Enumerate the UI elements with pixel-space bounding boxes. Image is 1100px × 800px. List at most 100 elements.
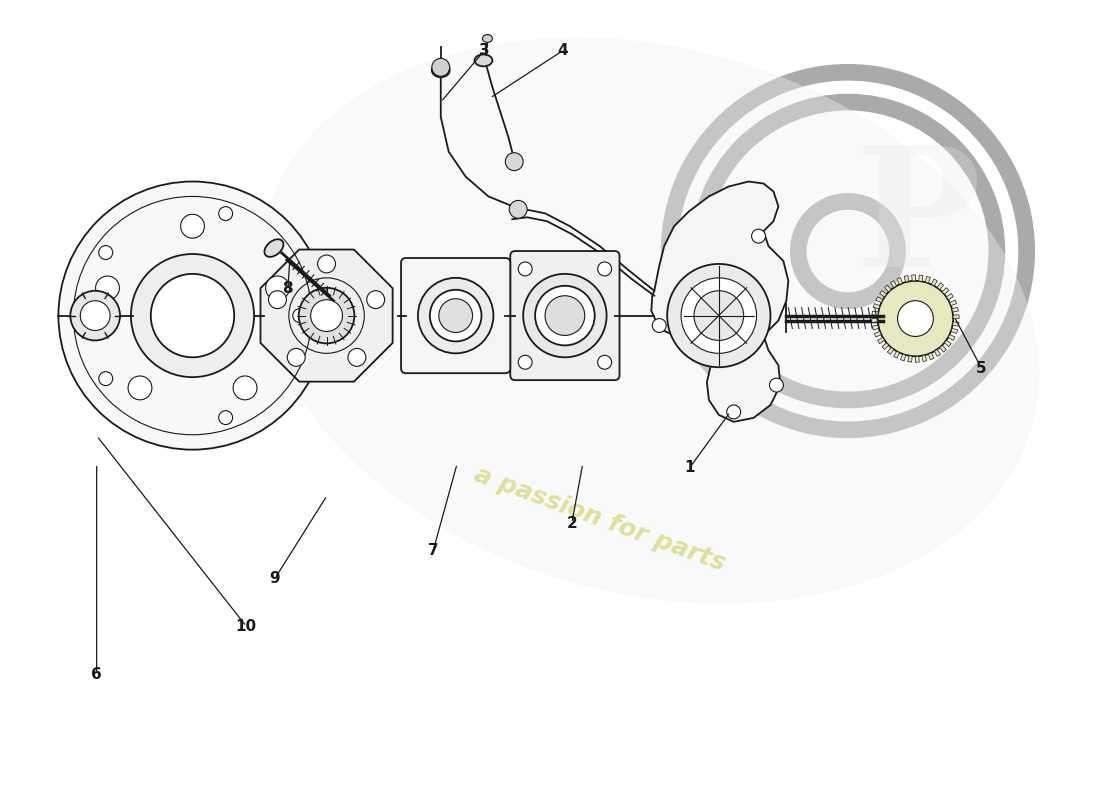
Polygon shape [884,285,891,292]
Polygon shape [942,288,949,294]
Circle shape [535,286,595,346]
Circle shape [770,378,783,392]
Circle shape [219,410,232,425]
Polygon shape [878,338,884,344]
Circle shape [318,255,336,273]
Ellipse shape [432,63,450,78]
Text: 10: 10 [235,619,257,634]
Circle shape [180,214,205,238]
Polygon shape [651,182,789,422]
Circle shape [727,405,740,419]
Circle shape [151,274,234,358]
Circle shape [597,355,612,370]
Circle shape [898,301,933,337]
Circle shape [80,301,110,330]
Ellipse shape [264,239,284,257]
Circle shape [265,276,289,300]
Polygon shape [937,282,944,290]
Circle shape [268,290,286,309]
Polygon shape [948,334,955,341]
Circle shape [694,290,744,341]
Polygon shape [876,297,883,302]
Text: 8: 8 [283,282,293,296]
Circle shape [518,262,532,276]
Text: 2: 2 [566,516,578,530]
Text: 9: 9 [270,571,280,586]
Polygon shape [925,276,931,283]
Polygon shape [908,356,912,362]
Polygon shape [934,350,940,357]
Polygon shape [871,318,878,322]
Text: 4: 4 [558,43,569,58]
Polygon shape [915,356,920,362]
Circle shape [233,376,257,400]
Polygon shape [952,307,958,312]
Polygon shape [939,346,946,352]
FancyBboxPatch shape [402,258,510,373]
Ellipse shape [260,38,1040,604]
Circle shape [348,349,366,366]
FancyBboxPatch shape [510,251,619,380]
Text: 6: 6 [91,666,102,682]
Circle shape [878,281,954,356]
Circle shape [751,229,766,243]
Text: 7: 7 [428,543,439,558]
Polygon shape [950,328,958,334]
Polygon shape [918,275,923,282]
Circle shape [418,278,494,354]
Circle shape [96,276,120,300]
Circle shape [439,298,473,333]
Ellipse shape [483,34,493,42]
Polygon shape [932,279,937,286]
Circle shape [544,296,585,335]
Polygon shape [888,347,894,354]
Circle shape [366,290,385,309]
Circle shape [131,254,254,377]
Polygon shape [872,325,879,330]
Circle shape [310,300,342,331]
Polygon shape [890,281,896,288]
Circle shape [505,153,524,170]
Text: 3: 3 [480,43,490,58]
Polygon shape [928,353,934,360]
Circle shape [432,58,450,76]
Polygon shape [882,343,889,350]
Circle shape [99,246,112,259]
Circle shape [293,309,307,322]
Circle shape [597,262,612,276]
Polygon shape [261,250,393,382]
Polygon shape [874,331,881,337]
Circle shape [430,290,482,342]
Polygon shape [893,351,900,358]
Circle shape [299,288,354,343]
Circle shape [287,349,305,366]
Polygon shape [896,278,902,284]
Circle shape [58,182,327,450]
Polygon shape [953,314,959,318]
Circle shape [99,372,112,386]
Circle shape [128,376,152,400]
Polygon shape [946,294,954,300]
Text: 5: 5 [976,361,987,376]
Polygon shape [904,275,909,282]
Polygon shape [953,322,959,326]
Polygon shape [945,340,952,346]
Circle shape [518,355,532,370]
Polygon shape [872,311,878,315]
Text: 1: 1 [684,460,695,475]
Text: a passion for parts: a passion for parts [471,462,728,576]
Polygon shape [912,275,915,281]
Polygon shape [873,304,880,309]
Text: P: P [855,140,980,302]
Circle shape [524,274,606,358]
Circle shape [70,290,120,341]
Polygon shape [901,354,905,361]
Circle shape [668,264,770,367]
Circle shape [509,200,527,218]
Circle shape [219,206,232,221]
Polygon shape [922,355,927,362]
Circle shape [652,318,667,333]
Circle shape [681,278,757,354]
Polygon shape [949,300,957,306]
Ellipse shape [474,54,493,66]
